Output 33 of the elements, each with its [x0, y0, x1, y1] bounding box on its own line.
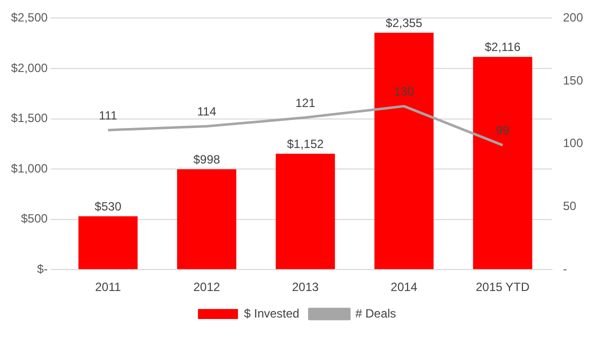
bar: [78, 216, 138, 270]
data-label: $2,355: [386, 16, 423, 30]
bar: [276, 154, 335, 270]
y-tick-label: $1,500: [11, 111, 48, 126]
y2-tick-label: 200: [562, 10, 584, 25]
data-label: 99: [496, 123, 510, 138]
bar: [374, 32, 434, 270]
y-tick-label: $1,000: [11, 161, 48, 176]
y2-tick-label: -: [562, 262, 567, 276]
legend-label: $ Invested: [244, 306, 300, 320]
x-tick-label: 2013: [292, 280, 320, 294]
y2-tick-label: 150: [562, 73, 584, 88]
y2-tick-label: 100: [562, 136, 584, 150]
data-label: 114: [197, 104, 217, 119]
data-label: 130: [394, 84, 414, 99]
data-label: $998: [193, 152, 220, 167]
y-tick-label: $-: [37, 262, 48, 276]
y-tick-label: $2,000: [11, 60, 48, 75]
data-label: $530: [94, 200, 122, 214]
x-tick-label: 2015 YTD: [476, 280, 530, 294]
data-label: $2,116: [484, 40, 521, 54]
x-tick-label: 2011: [95, 280, 122, 294]
bar: [473, 56, 532, 270]
data-label: 111: [98, 108, 118, 122]
data-label: 121: [295, 96, 316, 110]
legend-label: # Deals: [355, 306, 396, 320]
y2-tick-label: 50: [562, 199, 577, 214]
bar: [177, 169, 236, 270]
data-label: $1,152: [286, 137, 324, 152]
y-tick-label: $500: [21, 212, 48, 226]
y-tick-label: $2,500: [11, 10, 48, 25]
x-tick-label: 2014: [390, 280, 418, 294]
x-tick-label: 2012: [193, 280, 220, 294]
